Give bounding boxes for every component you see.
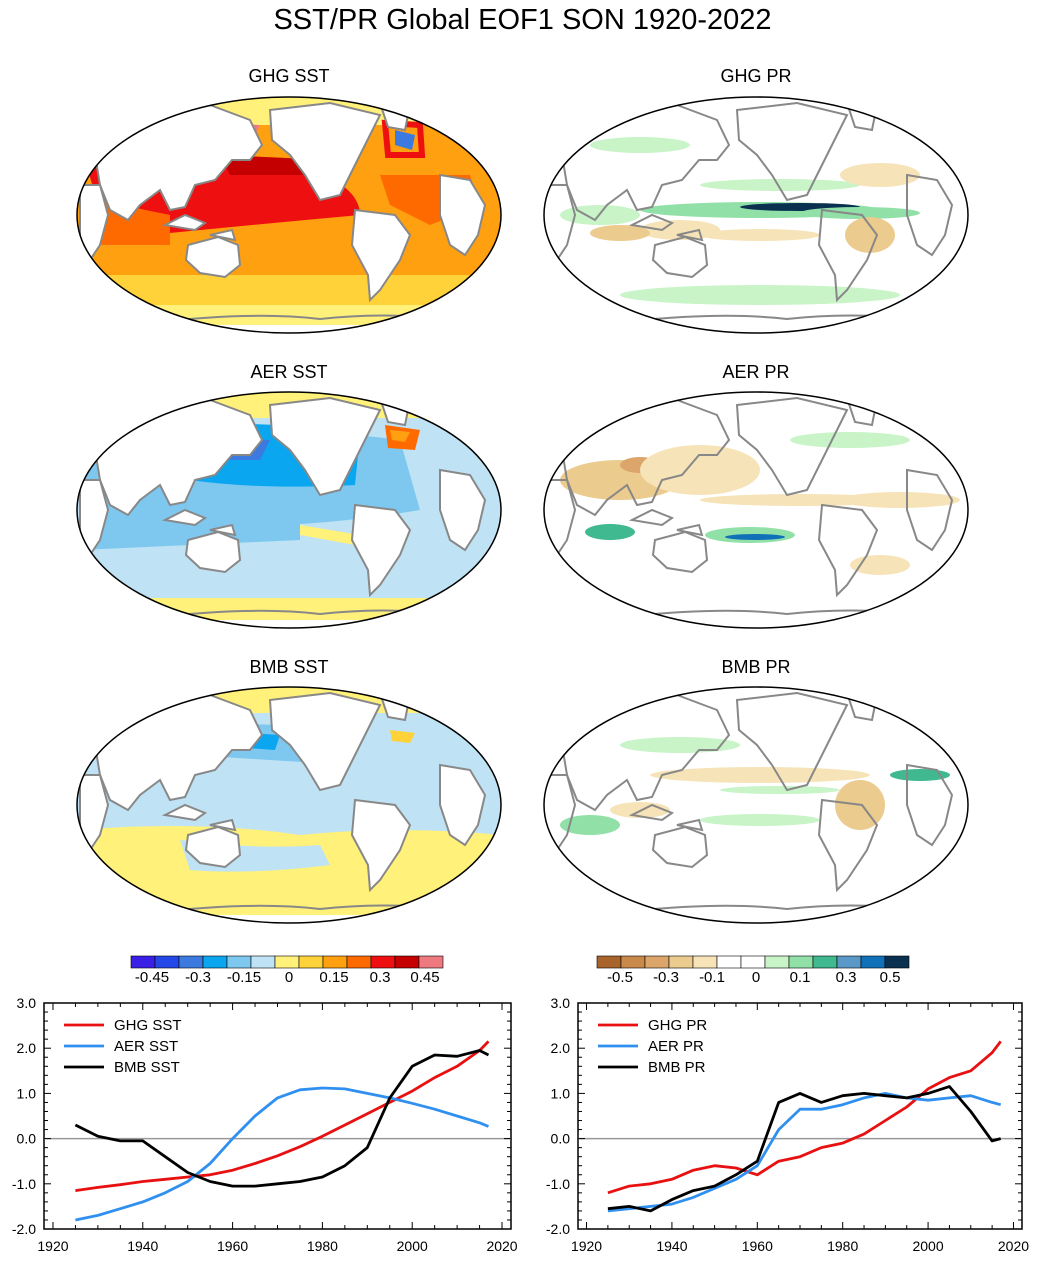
pr-colorbar: -0.5 -0.3 -0.1 0 0.1 0.3 0.5	[596, 955, 910, 986]
pr-colorbar-label: -0.3	[653, 969, 679, 986]
legend-label: BMB SST	[114, 1059, 180, 1076]
sst-colorbar-swatch	[274, 955, 300, 969]
y-tick-label: 0.0	[551, 1131, 571, 1147]
legend-label: BMB PR	[648, 1059, 706, 1076]
sst-colorbar-label: -0.3	[185, 969, 211, 986]
sst-colorbar-swatch	[202, 955, 228, 969]
sst-colorbar-swatch	[298, 955, 324, 969]
y-tick-label: -1.0	[12, 1176, 36, 1192]
pr-colorbar-swatch	[764, 955, 790, 969]
plot-frame	[43, 1002, 512, 1230]
x-tick-label: 1980	[307, 1238, 338, 1254]
map-title-ghg-sst: GHG SST	[248, 66, 329, 86]
map-bmb-sst	[76, 686, 502, 924]
y-tick-label: -1.0	[546, 1176, 570, 1192]
map-bmb-pr	[543, 686, 969, 924]
pr-colorbar-swatch	[860, 955, 886, 969]
series-line-bmb-pr	[607, 1085, 1002, 1213]
sst-colorbar-label: 0.3	[370, 969, 391, 986]
x-tick-label: 1940	[656, 1238, 687, 1254]
x-tick-label: 2020	[486, 1238, 517, 1254]
y-tick-label: 2.0	[17, 1040, 37, 1056]
x-tick-label: 1960	[742, 1238, 773, 1254]
legend-label: AER SST	[114, 1038, 178, 1055]
series-line-aer-sst	[75, 1086, 490, 1222]
map-title-bmb-pr: BMB PR	[721, 657, 790, 677]
y-tick-label: 1.0	[551, 1085, 571, 1101]
x-tick-label: 1920	[37, 1238, 68, 1254]
sst-colorbar-label: 0	[285, 969, 293, 986]
y-tick-label: 3.0	[551, 995, 571, 1011]
series-line-bmb-sst	[74, 1049, 490, 1188]
sst-colorbar-swatch	[418, 955, 444, 969]
x-tick-label: 1980	[827, 1238, 858, 1254]
x-tick-label: 1920	[571, 1238, 602, 1254]
pr-colorbar-swatch	[644, 955, 670, 969]
pr-colorbar-label: 0.3	[836, 969, 857, 986]
y-tick-label: 0.0	[17, 1131, 37, 1147]
sst-colorbar-swatch	[250, 955, 276, 969]
pr-colorbar-swatch	[884, 955, 910, 969]
sst-colorbar-swatch	[154, 955, 180, 969]
pr-colorbar-swatch	[836, 955, 862, 969]
pr-colorbar-label: 0.1	[790, 969, 811, 986]
legend-label: GHG PR	[648, 1017, 707, 1034]
pr-colorbar-swatch	[716, 955, 742, 969]
sst-timeseries-chart: -2.0 -1.0 0.0 1.0 2.0 3.0 1920 1940 1960 1980 2000…	[12, 995, 518, 1254]
y-tick-label: -2.0	[12, 1221, 36, 1237]
colorbars: -0.45 -0.3 -0.15 0 0.15 0.3 0.45 -0.5 -0.3 -0.1 0…	[130, 955, 910, 986]
series-line-ghg-sst	[75, 1040, 490, 1192]
pr-colorbar-label: 0	[752, 969, 760, 986]
x-tick-label: 2000	[912, 1238, 943, 1254]
map-aer-pr	[543, 391, 969, 629]
y-tick-label: -2.0	[546, 1221, 570, 1237]
pr-colorbar-swatch	[620, 955, 646, 969]
legend-label: AER PR	[648, 1038, 704, 1055]
legend-label: GHG SST	[114, 1017, 182, 1034]
timeseries-charts: -2.0 -1.0 0.0 1.0 2.0 3.0 1920 1940 1960 1980 2000…	[12, 995, 1029, 1254]
sst-colorbar-label: -0.45	[135, 969, 169, 986]
pr-timeseries-chart: -2.0 -1.0 0.0 1.0 2.0 3.0 1920 1940 1960 1980 2000…	[546, 995, 1029, 1254]
sst-colorbar-label: 0.45	[410, 969, 439, 986]
sst-colorbar: -0.45 -0.3 -0.15 0 0.15 0.3 0.45	[130, 955, 444, 986]
y-tick-label: 1.0	[17, 1085, 37, 1101]
series-line-ghg-pr	[607, 1040, 1002, 1195]
map-ghg-sst	[76, 96, 502, 334]
x-tick-label: 2020	[998, 1238, 1029, 1254]
map-ghg-pr	[543, 96, 969, 334]
x-tick-label: 1960	[217, 1238, 248, 1254]
sst-colorbar-swatch	[370, 955, 396, 969]
sst-colorbar-swatch	[394, 955, 420, 969]
map-title-ghg-pr: GHG PR	[720, 66, 791, 86]
pr-colorbar-swatch	[668, 955, 694, 969]
pr-colorbar-label: 0.5	[880, 969, 901, 986]
sst-colorbar-swatch	[322, 955, 348, 969]
pr-colorbar-swatch	[740, 955, 766, 969]
pr-colorbar-label: -0.5	[607, 969, 633, 986]
plot-frame	[577, 1002, 1023, 1230]
page-title: SST/PR Global EOF1 SON 1920-2022	[273, 4, 772, 36]
map-aer-sst	[76, 391, 502, 629]
x-tick-label: 2000	[397, 1238, 428, 1254]
pr-colorbar-swatch	[788, 955, 814, 969]
sst-colorbar-swatch	[226, 955, 252, 969]
sst-colorbar-swatch	[346, 955, 372, 969]
pr-colorbar-label: -0.1	[699, 969, 725, 986]
sst-colorbar-label: 0.15	[319, 969, 348, 986]
map-title-aer-sst: AER SST	[250, 362, 327, 382]
pr-colorbar-swatch	[692, 955, 718, 969]
series-line-aer-pr	[607, 1092, 1002, 1213]
pr-colorbar-swatch	[596, 955, 622, 969]
x-tick-label: 1940	[127, 1238, 158, 1254]
y-tick-label: 2.0	[551, 1040, 571, 1056]
y-tick-label: 3.0	[17, 995, 37, 1011]
map-panels: GHG SST GHG PR AER SST AER PR BMB SST BM…	[76, 66, 969, 924]
sst-colorbar-swatch	[178, 955, 204, 969]
sst-colorbar-label: -0.15	[227, 969, 261, 986]
sst-colorbar-swatch	[130, 955, 156, 969]
map-title-bmb-sst: BMB SST	[249, 657, 328, 677]
map-title-aer-pr: AER PR	[722, 362, 789, 382]
pr-colorbar-swatch	[812, 955, 838, 969]
